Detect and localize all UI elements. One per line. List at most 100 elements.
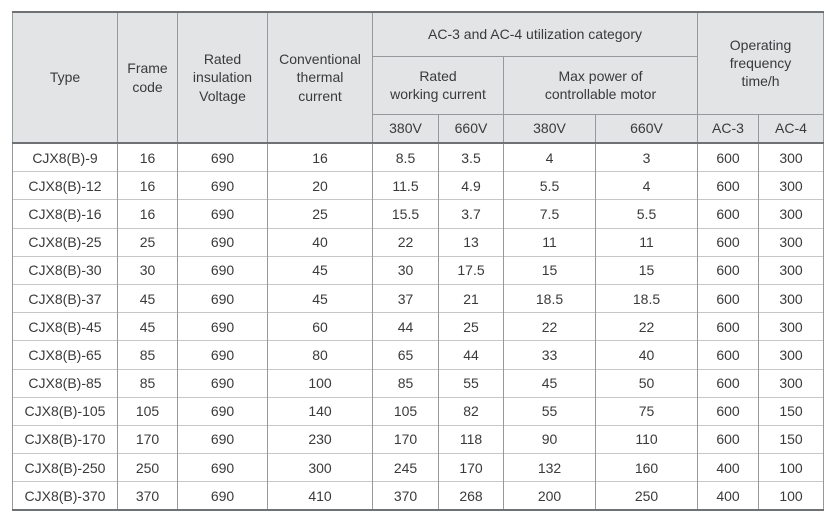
cell-rated-working-current-380v: 30 [372,255,439,285]
cell-max-power-660v: 11 [595,227,698,257]
cell-rated-working-current-660v: 13 [438,227,504,257]
cell-max-power-380v: 11 [503,227,596,257]
cell-rated-working-current-380v: 44 [372,312,439,341]
cell-ac-3: 600 [697,199,759,229]
table-row: CJX8(B)-16 16 690 25 15.5 3.7 7.5 5.5 600 300 [12,199,825,229]
cell-type: CJX8(B)-370 [12,481,118,511]
cell-frame-code: 85 [117,340,178,369]
cell-rated-insulation-voltage: 690 [177,283,268,313]
col-header-type: Type [12,11,118,144]
table-row: CJX8(B)-170 170 690 230 170 118 90 110 600 150 [12,424,825,454]
cell-conventional-thermal-current: 40 [267,227,373,257]
cell-ac-3: 600 [697,227,759,257]
cell-rated-working-current-380v: 37 [372,283,439,313]
col-header-ac3-ac4-category: AC-3 and AC-4 utilization category [372,11,698,57]
col-header-frame-code: Frame code [117,11,178,144]
cell-max-power-660v: 3 [595,142,698,172]
cell-max-power-380v: 4 [503,142,596,172]
cell-type: CJX8(B)-12 [12,171,118,200]
cell-rated-working-current-380v: 105 [372,396,439,426]
cell-conventional-thermal-current: 60 [267,312,373,341]
cell-ac-3: 600 [697,171,759,200]
cell-rated-working-current-660v: 268 [438,481,504,511]
cell-ac-4: 300 [757,142,825,172]
cell-rated-working-current-660v: 4.9 [438,171,504,200]
cell-type: CJX8(B)-30 [12,255,118,285]
cell-conventional-thermal-current: 20 [267,171,373,200]
cell-ac-4: 300 [757,171,825,200]
cell-max-power-380v: 33 [503,340,596,369]
cell-max-power-380v: 18.5 [503,283,596,313]
cell-rated-insulation-voltage: 690 [177,227,268,257]
cell-ac-4: 300 [757,312,825,341]
cell-ac-3: 400 [697,481,759,511]
cell-ac-4: 300 [757,340,825,369]
cell-ac-3: 600 [697,312,759,341]
col-header-rated-insulation-voltage: Rated insulation Voltage [177,11,268,144]
cell-ac-3: 600 [697,255,759,285]
cell-rated-insulation-voltage: 690 [177,340,268,369]
col-header-mp-660v: 660V [595,113,698,144]
col-header-conventional-thermal-current: Conventional thermal current [267,11,373,144]
cell-max-power-380v: 132 [503,453,596,482]
table-row: CJX8(B)-65 85 690 80 65 44 33 40 600 300 [12,340,825,369]
cell-frame-code: 16 [117,142,178,172]
cell-ac-4: 150 [757,424,825,454]
cell-max-power-660v: 15 [595,255,698,285]
cell-ac-4: 300 [757,255,825,285]
col-header-ac-4: AC-4 [757,113,825,144]
cell-rated-working-current-660v: 21 [438,283,504,313]
cell-conventional-thermal-current: 25 [267,199,373,229]
header-row-3: 380V 660V 380V 660V AC-3 AC-4 [13,113,825,144]
cell-frame-code: 170 [117,424,178,454]
cell-ac-3: 600 [697,368,759,398]
cell-ac-4: 300 [757,199,825,229]
cell-type: CJX8(B)-16 [12,199,118,229]
cell-frame-code: 250 [117,453,178,482]
col-header-mp-380v: 380V [503,113,596,144]
col-header-operating-frequency: Operating frequency time/h [696,11,825,115]
cell-type: CJX8(B)-25 [12,227,118,257]
cell-rated-insulation-voltage: 690 [177,368,268,398]
cell-rated-working-current-380v: 8.5 [372,142,439,172]
cell-ac-3: 600 [697,340,759,369]
cell-max-power-380v: 7.5 [503,199,596,229]
table-body: CJX8(B)-9 16 690 16 8.5 3.5 4 3 600 300 CJX8(B)-12… [12,142,825,511]
cell-conventional-thermal-current: 300 [267,453,373,482]
cell-rated-working-current-380v: 22 [372,227,439,257]
cell-rated-working-current-380v: 15.5 [372,199,439,229]
cell-ac-4: 100 [757,481,825,511]
cell-ac-3: 600 [697,424,759,454]
cell-ac-4: 100 [757,453,825,482]
table-row: CJX8(B)-85 85 690 100 85 55 45 50 600 300 [12,368,825,398]
table-row: CJX8(B)-9 16 690 16 8.5 3.5 4 3 600 300 [12,142,825,172]
cell-conventional-thermal-current: 45 [267,283,373,313]
cell-max-power-380v: 5.5 [503,171,596,200]
cell-ac-4: 300 [757,368,825,398]
cell-rated-working-current-660v: 82 [438,396,504,426]
cell-rated-insulation-voltage: 690 [177,312,268,341]
cell-max-power-380v: 200 [503,481,596,511]
cell-rated-working-current-380v: 245 [372,453,439,482]
cell-rated-insulation-voltage: 690 [177,199,268,229]
cell-rated-insulation-voltage: 690 [177,171,268,200]
header-row-1: Type Frame code Rated insulation Voltage… [12,11,825,144]
cell-type: CJX8(B)-85 [12,368,118,398]
table-row: CJX8(B)-12 16 690 20 11.5 4.9 5.5 4 600 300 [12,171,825,200]
cell-conventional-thermal-current: 410 [267,481,373,511]
cell-type: CJX8(B)-9 [12,142,118,172]
cell-frame-code: 45 [117,312,178,341]
cell-rated-working-current-380v: 65 [372,340,439,369]
cell-rated-working-current-660v: 170 [438,453,504,482]
cell-rated-insulation-voltage: 690 [177,142,268,172]
cell-max-power-660v: 5.5 [595,199,698,229]
cell-max-power-660v: 22 [595,312,698,341]
cell-max-power-660v: 40 [595,340,698,369]
cell-max-power-660v: 75 [595,396,698,426]
cell-ac-3: 600 [697,396,759,426]
table-row: CJX8(B)-105 105 690 140 105 82 55 75 600 150 [12,396,825,426]
cell-frame-code: 85 [117,368,178,398]
cell-frame-code: 16 [117,171,178,200]
col-header-max-power: Max power of controllable motor [503,55,698,115]
